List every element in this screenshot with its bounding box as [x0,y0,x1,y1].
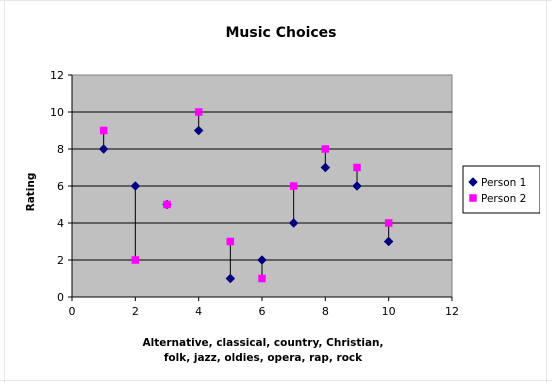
x-tick-label: 8 [322,305,329,318]
series-1-point[interactable] [193,125,204,136]
x-tick-label: 10 [382,305,396,318]
y-tick-label: 6 [57,180,64,193]
series-2-point[interactable] [226,237,235,246]
x-axis-title-line-2: folk, jazz, oldies, opera, rap, rock [164,352,363,364]
x-tick-label: 12 [445,305,459,318]
y-tick-label: 12 [50,69,64,82]
series-1-point[interactable] [320,162,331,173]
series-1-point[interactable] [130,181,141,191]
series-1-point[interactable] [352,181,362,191]
series-1-point[interactable] [288,218,299,228]
y-axis-title: Rating [25,173,37,212]
legend-box [462,165,541,214]
series-2-point[interactable] [99,126,108,135]
x-axis-title-line-1: Alternative, classical, country, Christi… [142,337,383,349]
series-2-point[interactable] [353,163,361,172]
series-2 [99,108,393,283]
y-tick-label: 10 [50,106,64,119]
x-tick-label: 2 [132,305,139,318]
y-tick-label: 0 [57,291,64,304]
y-tick-label: 2 [57,254,64,267]
plot-area[interactable]: 0 2 4 6 8 10 12 0 2 4 6 8 10 12 [50,69,459,318]
legend-label-1: Person 1 [481,177,526,189]
legend-marker-2[interactable] [469,194,477,202]
legend-label-2: Person 2 [481,193,526,205]
series-1-point[interactable] [383,236,394,247]
legend-marker-1[interactable] [468,177,478,187]
series-1-point[interactable] [98,144,109,154]
series-1-point[interactable] [257,255,267,265]
series-2-point[interactable] [163,200,171,209]
chart-title: Music Choices [226,25,337,41]
x-tick-label: 4 [195,305,202,318]
series-2-point[interactable] [194,108,203,116]
y-tick-label: 8 [57,143,64,156]
series-1-point[interactable] [225,273,236,284]
series-2-point[interactable] [321,145,330,153]
x-tick-label: 6 [259,305,266,318]
x-tick-label: 0 [69,305,76,318]
series-2-point[interactable] [131,256,140,264]
chart-area[interactable]: Music Choices 0 2 4 6 8 10 12 0 2 4 6 8 10 12 Rating … [12,6,541,374]
y-tick-label: 4 [57,217,64,230]
legend[interactable]: Person 1 Person 2 [462,165,541,214]
series-2-point[interactable] [289,182,298,190]
series-2-point[interactable] [384,219,393,227]
series-2-point[interactable] [258,274,266,283]
